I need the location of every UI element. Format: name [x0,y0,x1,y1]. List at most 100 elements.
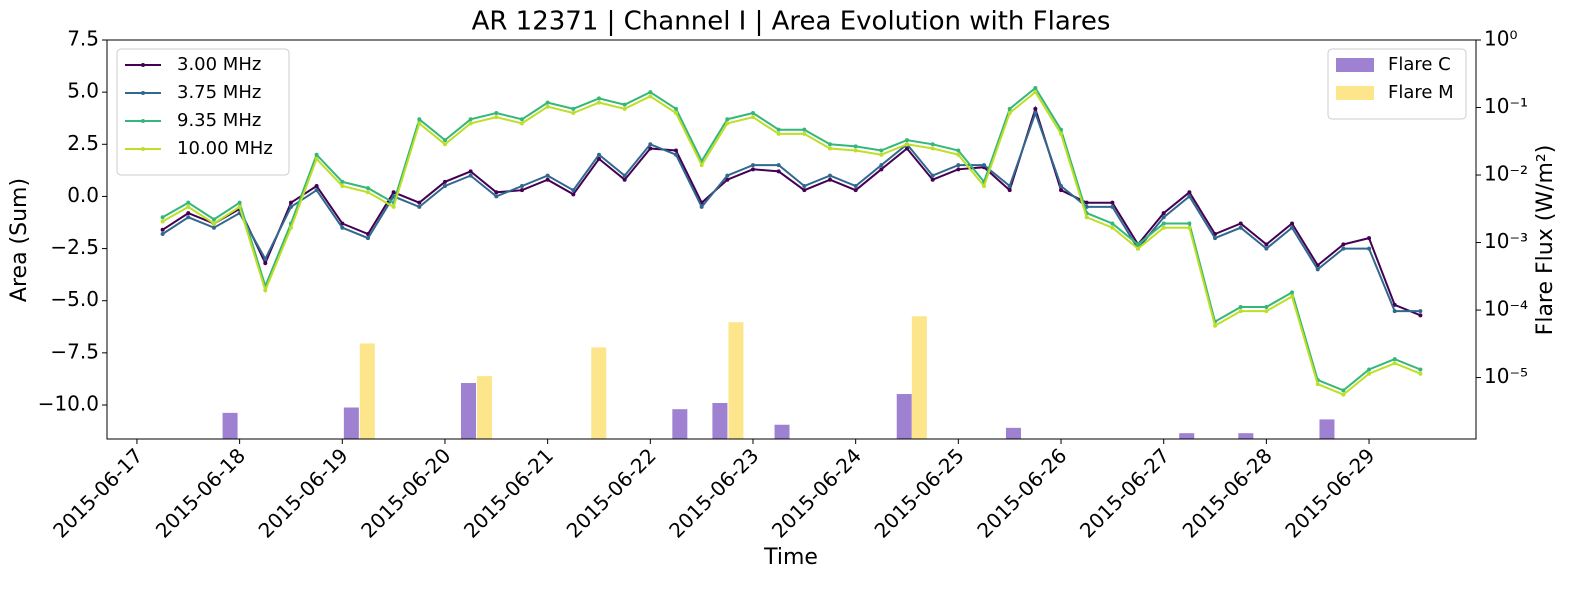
legend-label: 3.00 MHz [177,54,261,75]
y2-tick-label: 10⁰ [1484,27,1517,51]
y2-tick-label: 10⁻³ [1484,229,1528,253]
point [596,100,601,105]
point [391,190,396,195]
point [340,179,345,184]
point [1161,221,1166,226]
legend-label: 3.75 MHz [177,82,261,103]
point [1418,367,1423,372]
point [1418,309,1423,314]
point [1110,221,1115,226]
point [750,163,755,168]
bar [1005,427,1021,439]
point [1341,392,1346,397]
bar [774,424,790,439]
legend-marker [141,147,145,151]
y-tick-label: −10.0 [38,392,99,416]
line [162,86,1421,392]
point [1238,304,1243,309]
line [162,105,1421,317]
point [468,173,473,178]
point [776,127,781,132]
legend-marker [141,119,145,123]
point [1238,221,1243,226]
point [186,204,191,209]
point [905,142,910,147]
point [519,117,524,122]
point [571,192,576,197]
point [1264,242,1269,247]
point [853,184,858,189]
point [1290,290,1295,295]
point [417,117,422,122]
point [442,138,447,143]
point [211,221,216,226]
point [391,204,396,209]
point [828,177,833,182]
point [571,188,576,193]
point [545,177,550,182]
point [211,217,216,222]
point [237,204,242,209]
point [1290,294,1295,299]
point [417,121,422,126]
point [1059,131,1064,136]
point [1290,225,1295,230]
point [314,152,319,157]
point [828,146,833,151]
point [494,115,499,120]
point [545,104,550,109]
point [468,169,473,174]
point [160,231,165,236]
bar [359,343,375,439]
point [1392,361,1397,366]
legend-swatch [1336,86,1374,100]
point [1418,313,1423,318]
point [1136,242,1141,247]
point [1007,188,1012,193]
point [853,144,858,149]
point [802,127,807,132]
bar [461,383,477,439]
point [956,152,961,157]
point [211,225,216,230]
point [905,146,910,151]
point [545,173,550,178]
point [1110,225,1115,230]
point [1367,246,1372,251]
legend-label: Flare M [1388,82,1454,103]
point [494,190,499,195]
point [1110,200,1115,205]
point [648,142,653,147]
bar [896,394,912,439]
point [288,204,293,209]
point [596,96,601,101]
bar [728,322,744,439]
point [879,163,884,168]
line [162,109,1421,313]
bar [672,409,688,439]
point [930,146,935,151]
point [494,111,499,116]
point [1136,246,1141,251]
point [494,194,499,199]
point [725,177,730,182]
point [417,204,422,209]
point [571,106,576,111]
point [160,215,165,220]
point [930,177,935,182]
point [853,148,858,153]
point [1315,267,1320,272]
point [725,173,730,178]
point [1264,304,1269,309]
point [750,111,755,116]
point [340,225,345,230]
point [365,190,370,195]
bar [477,376,493,439]
point [545,100,550,105]
point [314,188,319,193]
y-tick-label: −5.0 [50,287,99,311]
point [186,200,191,205]
point [699,204,704,209]
legend-marker [141,63,145,67]
bar [222,412,238,439]
